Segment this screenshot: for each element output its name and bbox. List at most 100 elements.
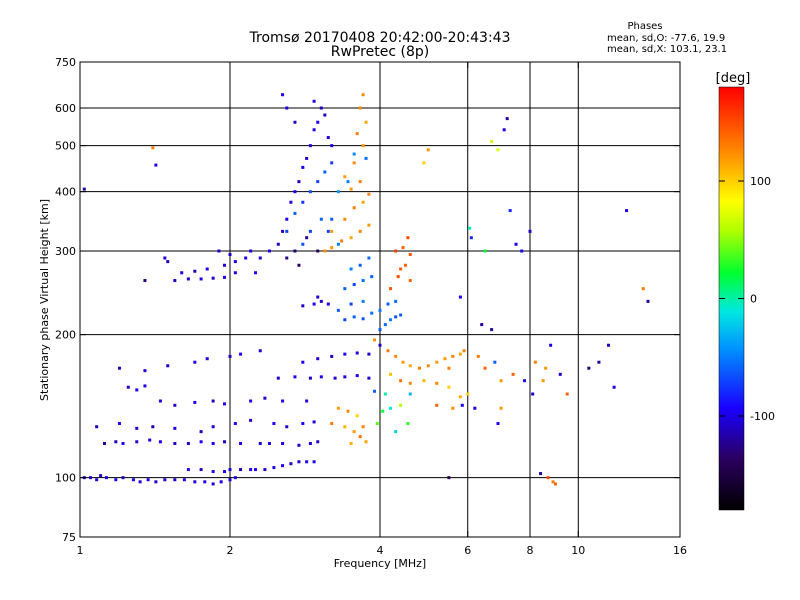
data-point xyxy=(285,229,289,233)
data-point xyxy=(399,313,403,317)
data-point xyxy=(358,263,362,267)
data-point xyxy=(316,180,320,184)
data-point xyxy=(523,379,527,383)
data-point xyxy=(203,480,207,484)
data-point xyxy=(297,443,301,447)
data-point xyxy=(276,376,280,380)
data-point xyxy=(383,392,387,396)
data-point xyxy=(223,470,227,474)
colorbar-tick-label: -100 xyxy=(750,410,775,423)
data-point xyxy=(541,379,545,383)
data-point xyxy=(352,283,356,287)
data-point xyxy=(121,476,125,480)
data-point xyxy=(349,187,353,191)
data-point xyxy=(346,180,350,184)
data-point xyxy=(239,442,243,446)
data-point xyxy=(263,468,267,472)
data-point xyxy=(462,349,466,353)
data-point xyxy=(447,366,451,370)
data-point xyxy=(447,476,451,480)
data-point xyxy=(367,256,371,260)
data-point xyxy=(330,161,334,165)
data-point xyxy=(228,252,232,256)
data-point xyxy=(533,360,537,364)
data-point xyxy=(401,246,405,250)
data-point xyxy=(358,106,362,110)
data-point xyxy=(330,422,334,426)
y-tick-label: 750 xyxy=(55,56,76,69)
data-point xyxy=(217,249,221,253)
data-point xyxy=(336,406,340,410)
data-point xyxy=(502,128,506,132)
data-point xyxy=(249,399,253,403)
data-point xyxy=(386,349,390,353)
data-point xyxy=(193,400,197,404)
data-point xyxy=(297,180,301,184)
x-tick-label: 10 xyxy=(571,544,585,557)
data-point xyxy=(551,480,555,484)
data-point xyxy=(466,392,470,396)
data-point xyxy=(301,165,305,169)
data-point xyxy=(293,249,297,253)
data-point xyxy=(158,440,162,444)
data-point xyxy=(219,480,223,484)
data-point xyxy=(612,385,616,389)
data-point xyxy=(199,430,203,434)
data-point xyxy=(319,217,323,221)
data-point xyxy=(408,364,412,368)
data-point xyxy=(343,352,347,356)
data-point xyxy=(343,175,347,179)
data-point xyxy=(422,379,426,383)
chart-title: Tromsø 20170408 20:42:00-20:43:43 xyxy=(249,30,511,46)
data-point xyxy=(173,478,177,482)
data-point xyxy=(131,478,135,482)
data-point xyxy=(143,369,147,373)
data-point xyxy=(249,418,253,422)
data-point xyxy=(319,106,323,110)
data-point xyxy=(505,117,509,121)
data-point xyxy=(211,276,215,280)
data-point xyxy=(249,468,253,472)
data-point xyxy=(258,349,262,353)
data-point xyxy=(361,93,365,97)
phase-summary-x: mean, sd,X: 103.1, 23.1 xyxy=(607,44,727,55)
data-point xyxy=(394,299,398,303)
data-point xyxy=(316,440,320,444)
data-point xyxy=(323,249,327,253)
data-point xyxy=(285,256,289,260)
data-point xyxy=(326,136,330,140)
data-point xyxy=(297,460,301,464)
data-point xyxy=(330,354,334,358)
data-point xyxy=(399,267,403,271)
x-axis-label: Frequency [MHz] xyxy=(334,557,426,570)
data-point xyxy=(336,242,340,246)
data-point xyxy=(316,357,320,361)
data-point xyxy=(173,403,177,407)
data-point xyxy=(272,422,276,426)
data-point xyxy=(319,299,323,303)
data-point xyxy=(180,271,184,275)
data-point xyxy=(336,308,340,312)
data-point xyxy=(378,343,382,347)
data-point xyxy=(228,468,232,472)
data-point xyxy=(399,379,403,383)
data-point xyxy=(223,402,227,406)
data-point xyxy=(346,409,350,413)
colorbar-tick-label: 0 xyxy=(750,293,757,306)
data-point xyxy=(301,200,305,204)
data-point xyxy=(211,442,215,446)
data-point xyxy=(186,277,190,281)
data-point xyxy=(490,328,494,332)
data-point xyxy=(114,478,118,482)
data-point xyxy=(394,315,398,319)
data-point xyxy=(193,269,197,273)
data-point xyxy=(158,399,162,403)
data-point xyxy=(211,425,215,429)
data-point xyxy=(396,275,400,279)
chart-subtitle: RwPretec (8p) xyxy=(331,44,429,60)
data-point xyxy=(308,229,312,233)
data-point xyxy=(370,275,374,279)
x-tick-labels: 1 2 4 6 8 10 16 xyxy=(77,544,688,557)
data-point xyxy=(319,375,323,379)
data-point xyxy=(316,120,320,124)
